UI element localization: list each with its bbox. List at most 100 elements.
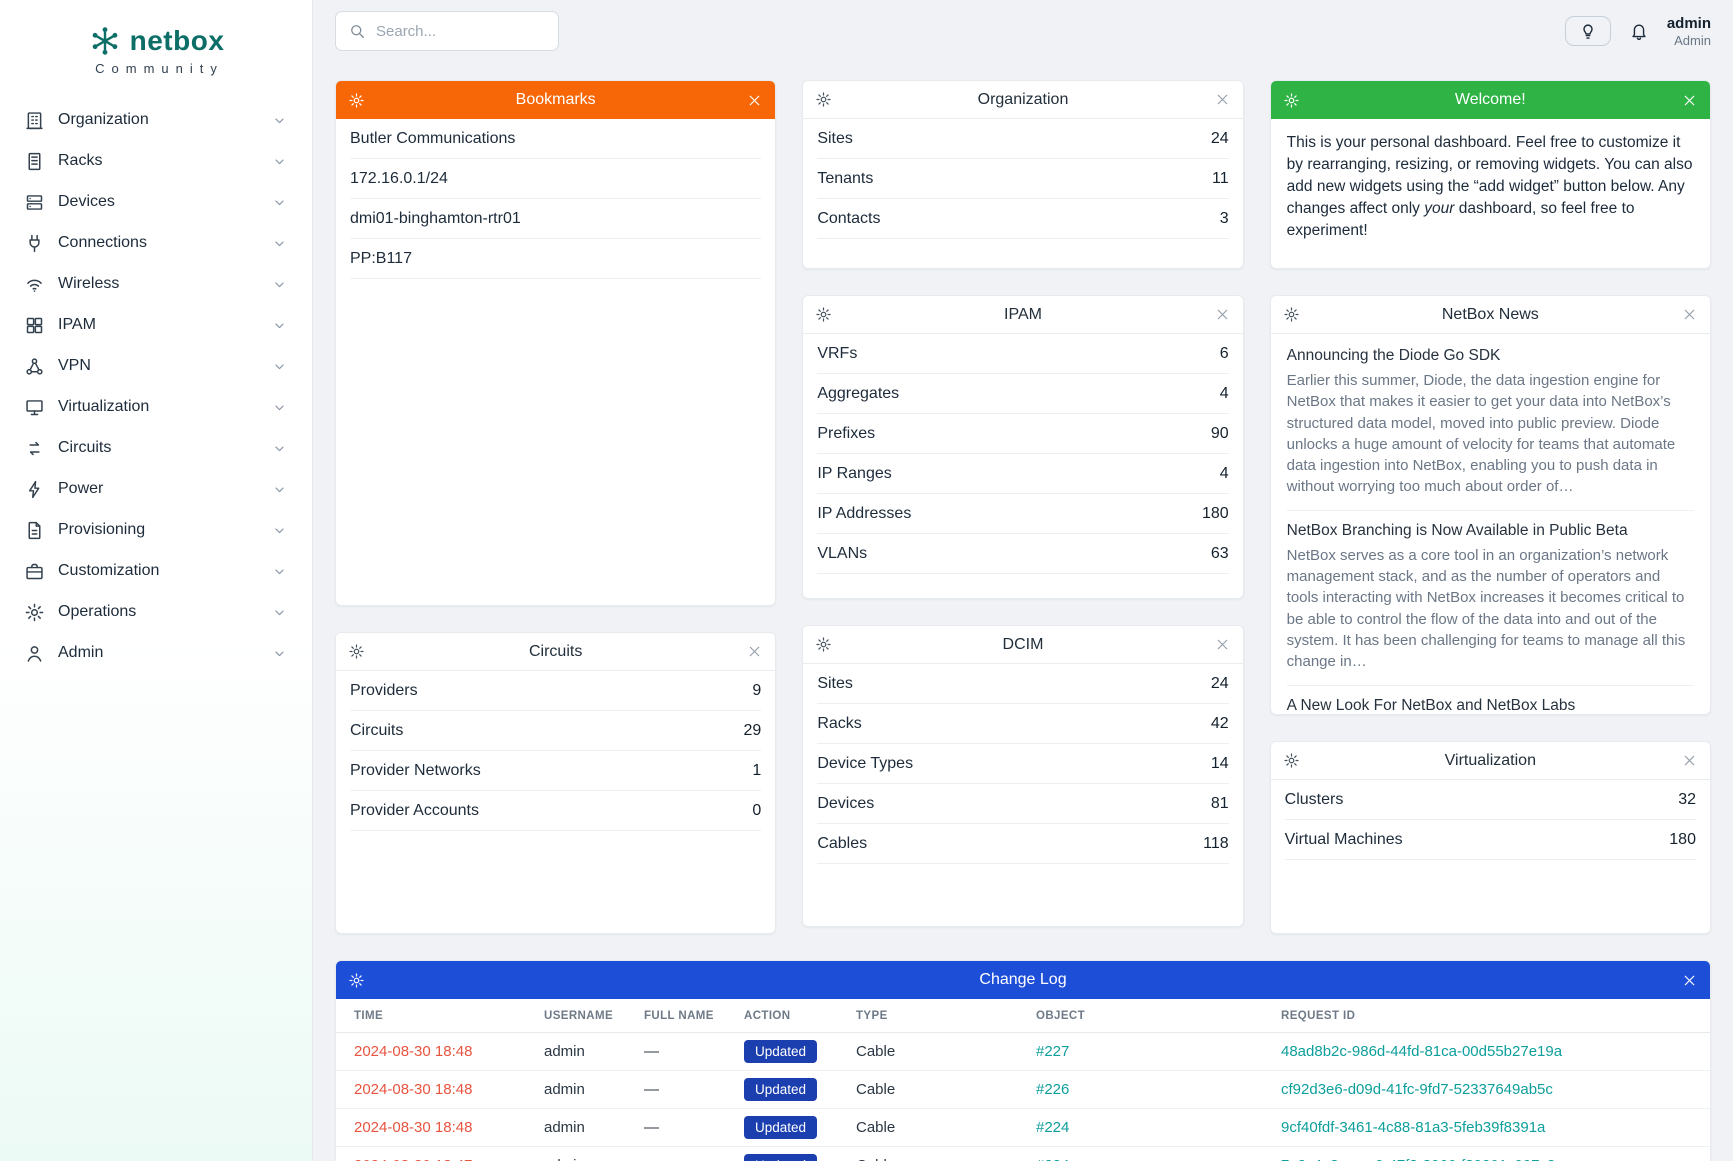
widget-config-gear-icon[interactable]: [1283, 752, 1300, 769]
news-item: Announcing the Diode Go SDK Earlier this…: [1287, 336, 1694, 510]
stat-row[interactable]: Provider Networks 1: [350, 751, 762, 791]
brand[interactable]: netbox Community: [0, 16, 312, 96]
stat-row[interactable]: Racks 42: [817, 704, 1229, 744]
changelog-time-link[interactable]: 2024-08-30 18:48: [354, 1081, 473, 1098]
widget-close-icon[interactable]: [1681, 752, 1698, 769]
bookmark-item[interactable]: dmi01-binghamton-rtr01: [350, 199, 762, 239]
sidebar-item-racks[interactable]: Racks: [12, 141, 300, 181]
stat-row[interactable]: Sites 24: [817, 664, 1229, 704]
widget-config-gear-icon[interactable]: [1283, 306, 1300, 323]
chevron-down-icon: [271, 563, 288, 580]
stat-row[interactable]: IP Ranges 4: [817, 454, 1229, 494]
stat-row[interactable]: IP Addresses 180: [817, 494, 1229, 534]
stat-row[interactable]: Contacts 3: [817, 199, 1229, 239]
widget-close-icon[interactable]: [746, 92, 763, 109]
notifications-bell-icon[interactable]: [1629, 21, 1649, 41]
search-input[interactable]: [376, 22, 546, 40]
bookmark-item[interactable]: PP:B117: [350, 239, 762, 279]
stat-row[interactable]: Devices 81: [817, 784, 1229, 824]
stat-value: 14: [1210, 754, 1229, 772]
widget-config-gear-icon[interactable]: [815, 636, 832, 653]
widget-changelog-header: Change Log: [336, 961, 1710, 999]
widget-close-icon[interactable]: [1214, 636, 1231, 653]
stat-row[interactable]: Clusters 32: [1284, 780, 1696, 820]
dashboard-column-3: Welcome! This is your personal dashboard…: [1269, 80, 1711, 934]
sidebar-item-organization[interactable]: Organization: [12, 100, 300, 140]
column-header: Action: [744, 1009, 791, 1022]
sidebar-item-circuits[interactable]: Circuits: [12, 428, 300, 468]
changelog-type: Cable: [856, 1157, 1036, 1161]
widget-bookmarks: Bookmarks Butler Communications 172.16.0…: [335, 80, 777, 606]
widget-close-icon[interactable]: [1214, 91, 1231, 108]
changelog-username: admin: [544, 1157, 644, 1161]
widget-close-icon[interactable]: [746, 643, 763, 660]
news-item: A New Look For NetBox and NetBox Labs: [1286, 684, 1694, 714]
action-badge: Updated: [744, 1154, 818, 1161]
sidebar-item-ipam[interactable]: IPAM: [12, 305, 300, 345]
changelog-time-link[interactable]: 2024-08-30 18:47: [354, 1157, 544, 1161]
sidebar-item-provisioning[interactable]: Provisioning: [12, 510, 300, 550]
changelog-row: 2024-08-30 18:48 admin — Updated Cable #…: [336, 1033, 1710, 1071]
stat-row[interactable]: Sites 24: [817, 119, 1229, 159]
changelog-time-link[interactable]: 2024-08-30 18:48: [354, 1119, 473, 1136]
bookmark-item[interactable]: 172.16.0.1/24: [350, 159, 762, 199]
stat-row[interactable]: Cables 118: [817, 824, 1229, 864]
user-menu[interactable]: admin Admin: [1667, 15, 1711, 48]
nav-item-label: Power: [58, 480, 104, 497]
nav-item-label: Customization: [58, 562, 160, 579]
changelog-object-link[interactable]: #227: [1036, 1043, 1070, 1060]
sidebar-item-admin[interactable]: Admin: [12, 633, 300, 673]
stat-row[interactable]: Device Types 14: [817, 744, 1229, 784]
stat-row[interactable]: Circuits 29: [350, 711, 762, 751]
theme-toggle-button[interactable]: [1564, 16, 1611, 46]
widget-config-gear-icon[interactable]: [348, 643, 365, 660]
widget-close-icon[interactable]: [1681, 92, 1698, 109]
widget-config-gear-icon[interactable]: [1283, 92, 1300, 109]
stat-row[interactable]: Tenants 11: [817, 159, 1229, 199]
widget-welcome-header: Welcome!: [1270, 81, 1710, 119]
stat-label: Virtual Machines: [1284, 830, 1403, 848]
stat-row[interactable]: VRFs 6: [817, 334, 1229, 374]
changelog-object-link[interactable]: #226: [1036, 1081, 1070, 1098]
sidebar-item-devices[interactable]: Devices: [12, 182, 300, 222]
search-box[interactable]: [335, 11, 559, 51]
stat-row[interactable]: VLANs 63: [817, 534, 1229, 574]
news-item-title[interactable]: Announcing the Diode Go SDK: [1286, 347, 1501, 364]
stat-row[interactable]: Prefixes 90: [817, 414, 1229, 454]
lightbulb-icon: [1578, 21, 1598, 41]
sidebar-item-wireless[interactable]: Wireless: [12, 264, 300, 304]
sidebar-item-operations[interactable]: Operations: [12, 592, 300, 632]
news-item-title[interactable]: A New Look For NetBox and NetBox Labs: [1286, 696, 1576, 714]
widget-close-icon[interactable]: [1681, 972, 1698, 989]
widget-close-icon[interactable]: [1214, 306, 1231, 323]
sidebar-item-connections[interactable]: Connections: [12, 223, 300, 263]
news-item-title[interactable]: NetBox Branching is Now Available in Pub…: [1286, 521, 1628, 539]
stat-row[interactable]: Provider Accounts 0: [350, 791, 762, 831]
bookmark-item[interactable]: Butler Communications: [350, 119, 762, 159]
sidebar-item-power[interactable]: Power: [12, 469, 300, 509]
widget-config-gear-icon[interactable]: [815, 306, 832, 323]
widget-close-icon[interactable]: [1681, 306, 1698, 323]
sidebar-item-customization[interactable]: Customization: [12, 551, 300, 591]
widget-config-gear-icon[interactable]: [815, 91, 832, 108]
changelog-object-link[interactable]: #224: [1036, 1157, 1281, 1161]
changelog-request-id-link[interactable]: 48ad8b2c-986d-44fd-81ca-00d55b27e19a: [1281, 1043, 1563, 1060]
widget-config-gear-icon[interactable]: [348, 972, 365, 989]
changelog-time-link[interactable]: 2024-08-30 18:48: [354, 1043, 473, 1060]
stat-row[interactable]: Aggregates 4: [817, 374, 1229, 414]
changelog-object-link[interactable]: #224: [1036, 1119, 1070, 1136]
stat-row[interactable]: Virtual Machines 180: [1284, 820, 1696, 860]
nav-item-icon: [24, 520, 45, 541]
nav-item-label: Provisioning: [58, 521, 146, 538]
widget-config-gear-icon[interactable]: [348, 92, 365, 109]
sidebar-item-virtualization[interactable]: Virtualization: [12, 387, 300, 427]
sidebar-item-vpn[interactable]: VPN: [12, 346, 300, 386]
nav-item-icon: [24, 479, 45, 500]
stat-label: VRFs: [817, 344, 858, 362]
changelog-request-id-link[interactable]: cf92d3e6-d09d-41fc-9fd7-52337649ab5c: [1281, 1081, 1553, 1098]
changelog-request-id-link[interactable]: 7a2c4e3c-aac9-47f3-8966-f89201c997c3: [1281, 1157, 1692, 1161]
stat-row[interactable]: Providers 9: [350, 671, 762, 711]
virtualization-stats: Clusters 32 Virtual Machines 180: [1271, 780, 1710, 860]
changelog-request-id-link[interactable]: 9cf40fdf-3461-4c88-81a3-5feb39f8391a: [1281, 1119, 1546, 1136]
changelog-username: admin: [544, 1081, 585, 1098]
